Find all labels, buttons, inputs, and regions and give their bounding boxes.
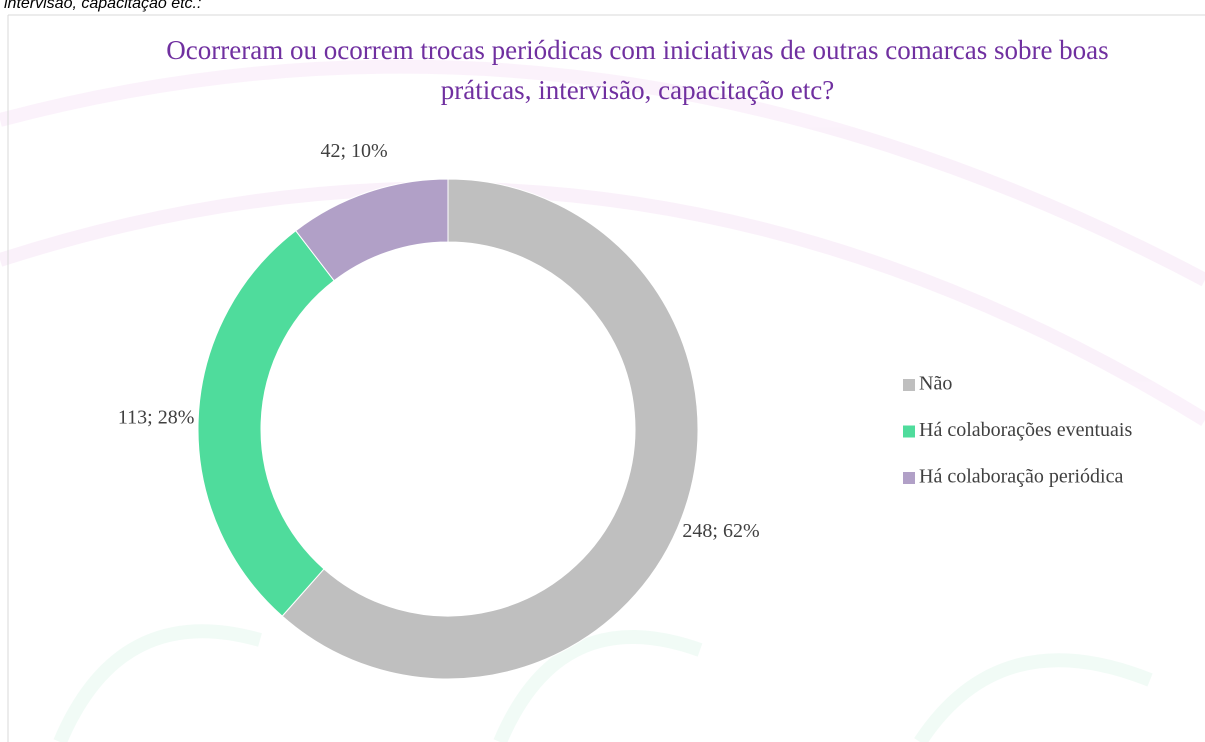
page: intervisão, capacitação etc.: Ocorreram … [0,0,1205,742]
legend-swatch [903,379,915,391]
legend-label: Há colaborações eventuais [919,419,1132,441]
chart-title: Ocorreram ou ocorrem trocas periódicas c… [150,30,1125,110]
caption: intervisão, capacitação etc.: [4,0,201,12]
legend-swatch [903,426,915,438]
data-label: 113; 28% [118,406,194,428]
donut-segment [198,231,334,616]
legend-label: Há colaboração periódica [919,466,1123,488]
title-box: Ocorreram ou ocorrem trocas periódicas c… [150,30,1125,120]
data-label: 248; 62% [682,520,759,542]
legend-swatch [903,472,915,484]
chart: intervisão, capacitação etc.: Ocorreram … [0,0,1205,742]
legend-label: Não [919,373,952,395]
background-decoration [0,67,1205,742]
data-label: 42; 10% [320,140,387,162]
